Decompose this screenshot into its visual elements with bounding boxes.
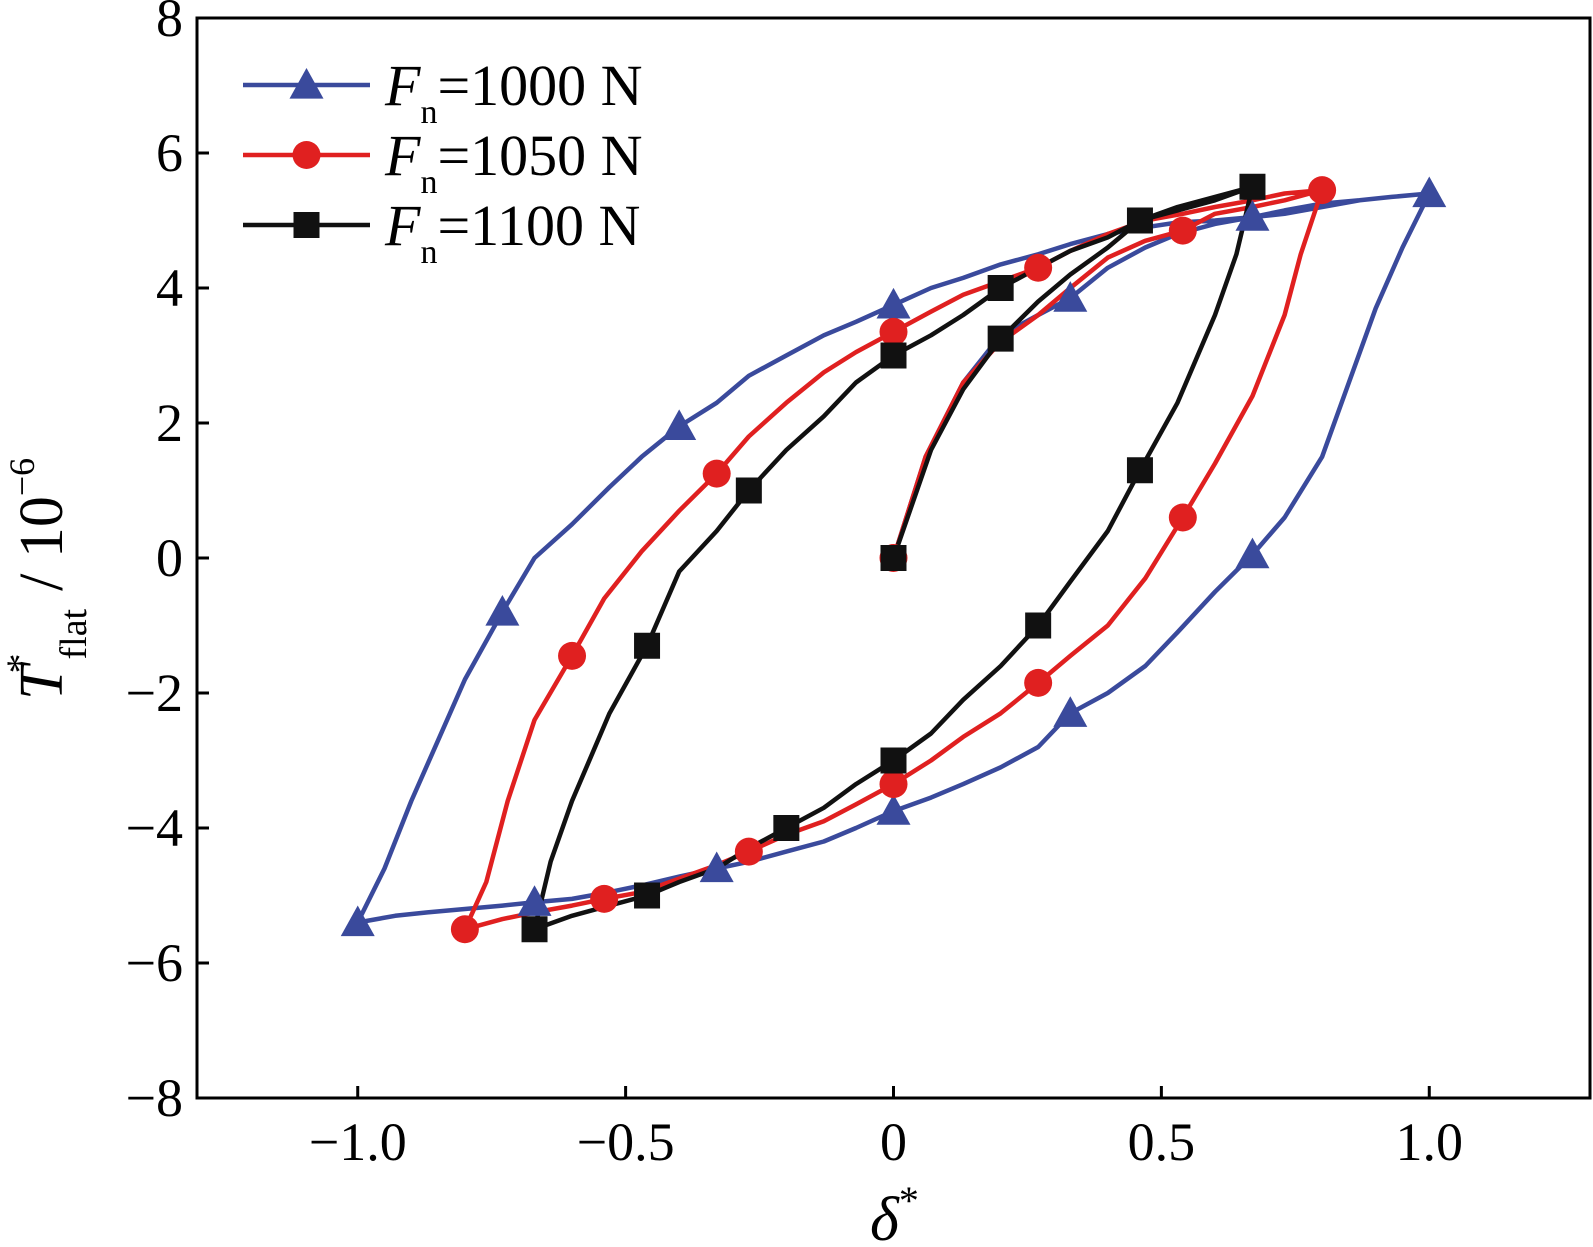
y-tick-label: 6: [156, 123, 183, 183]
series-1-point: [1024, 253, 1053, 282]
legend-label-2: Fn=1100 N: [384, 193, 640, 271]
series-1-point: [1168, 216, 1197, 245]
legend-text: =1050 N: [437, 123, 642, 188]
series-0-point: [699, 851, 734, 883]
x-axis-superscript: *: [899, 1178, 919, 1223]
y-axis-superscript: *: [0, 654, 43, 674]
series-1-point: [879, 770, 908, 799]
y-tick-label: 8: [156, 0, 183, 48]
series-0-point: [517, 885, 552, 916]
series-2-point: [521, 916, 548, 943]
x-tick-label: −1.0: [309, 1112, 407, 1172]
y-axis-subscript: flat: [53, 608, 95, 659]
series-2-point: [1126, 207, 1153, 234]
legend-symbol: F: [384, 53, 421, 118]
series-0-point: [1412, 176, 1447, 208]
axis-ticks: −1.0 −0.5 0 0.5 1.0 −8 −6 −4 −2 0 2 4 6 8: [126, 0, 1463, 1172]
series-markers: [340, 173, 1447, 944]
series-1-point: [450, 915, 479, 944]
x-tick-label: −0.5: [577, 1112, 675, 1172]
series-0-point: [485, 595, 520, 626]
y-tick-label: −6: [126, 933, 183, 993]
legend-marker-0: [289, 68, 324, 99]
y-axis-title: T* flat / 10−6: [0, 458, 95, 700]
legend-text: =1000 N: [437, 53, 642, 118]
x-axis-title: δ*: [870, 1178, 919, 1247]
x-axis-symbol: δ: [870, 1186, 900, 1247]
series-0-point: [1053, 281, 1088, 312]
legend-subscript: n: [420, 234, 437, 271]
series-2-point: [987, 325, 1014, 352]
series-1-point: [590, 884, 619, 913]
y-axis-symbol: T: [8, 661, 76, 700]
y-axis-unit: / 10: [8, 496, 76, 591]
x-tick-label: 0: [880, 1112, 907, 1172]
series-2-point: [880, 545, 907, 571]
series-0-point: [876, 287, 911, 319]
series-1-point: [734, 837, 763, 866]
series-0-point: [1235, 537, 1270, 569]
legend-marker-1: [292, 141, 321, 169]
x-tick-label: 0.5: [1128, 1112, 1196, 1172]
series-2-point: [773, 815, 800, 841]
series-0-point: [662, 409, 697, 440]
series-2-point: [1126, 457, 1153, 484]
series-2-point: [1239, 173, 1266, 200]
series-2-point: [880, 342, 907, 369]
series-2-point: [735, 477, 762, 504]
y-tick-label: 4: [156, 258, 183, 318]
series-1-point: [879, 317, 908, 346]
y-tick-label: 0: [156, 528, 183, 588]
legend-symbol: F: [384, 193, 421, 258]
legend-subscript: n: [420, 94, 437, 131]
legend-subscript: n: [420, 164, 437, 201]
series-2-point: [634, 632, 661, 659]
y-tick-label: −4: [126, 798, 183, 858]
y-tick-label: −8: [126, 1068, 183, 1128]
series-1-point: [1168, 503, 1197, 532]
series-2-point: [987, 275, 1014, 301]
y-axis-unit-exponent: −6: [2, 458, 42, 496]
series-2-point: [634, 882, 661, 909]
series-1-point: [702, 459, 731, 488]
legend-label-0: Fn=1000 N: [384, 53, 643, 131]
series-line-0: [355, 191, 1432, 925]
y-tick-label: −2: [126, 663, 183, 723]
series-0-point: [340, 905, 375, 937]
series-1-point: [1024, 668, 1053, 697]
legend: Fn=1000 NFn=1050 NFn=1100 N: [243, 53, 643, 271]
legend-symbol: F: [384, 123, 421, 188]
series-0-point: [1235, 200, 1270, 231]
series-0-point: [876, 794, 911, 825]
legend-marker-2: [293, 212, 320, 238]
y-tick-label: 2: [156, 393, 183, 453]
series-1-point: [558, 641, 587, 670]
legend-label-1: Fn=1050 N: [384, 123, 643, 201]
series-1-point: [1308, 176, 1337, 205]
legend-text: =1100 N: [437, 193, 640, 258]
series-2-point: [1025, 612, 1052, 639]
series-line-1: [462, 187, 1325, 932]
series-2-point: [880, 747, 907, 774]
series-0-point: [1053, 696, 1088, 727]
x-tick-label: 1.0: [1396, 1112, 1464, 1172]
